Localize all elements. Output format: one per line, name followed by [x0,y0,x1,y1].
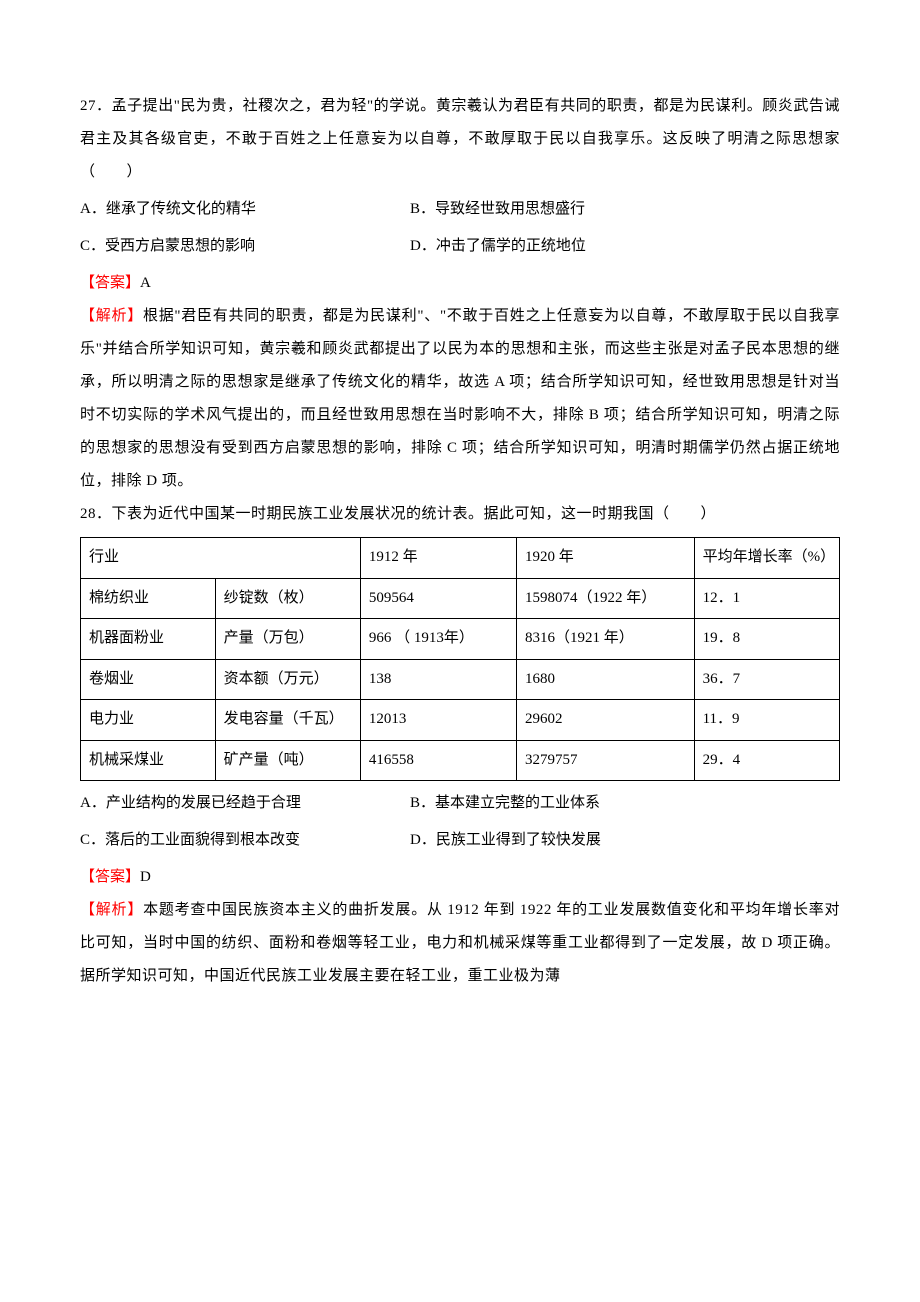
q28-number: 28． [80,506,112,522]
q27-answer-label: 【答案】 [80,275,140,291]
q28-analysis-label: 【解析】 [80,902,143,918]
q28-answer: D [140,869,151,885]
cell-1912: 12013 [360,700,516,741]
cell-growth: 36．7 [694,659,839,700]
cell-1920: 29602 [516,700,694,741]
q27-analysis: 根据"君臣有共同的职责，都是为民谋利"、"不敢于百姓之上任意妄为以自尊，不敢厚取… [80,308,840,489]
q27-options-row1: A．继承了传统文化的精华 B．导致经世致用思想盛行 [80,193,840,226]
q27-option-a: A．继承了传统文化的精华 [80,193,410,226]
q27-answer-line: 【答案】A [80,267,840,300]
th-1912: 1912 年 [360,538,516,579]
q28-option-c: C．落后的工业面貌得到根本改变 [80,824,410,857]
th-industry: 行业 [81,538,361,579]
cell-1920: 3279757 [516,740,694,781]
q27-analysis-label: 【解析】 [80,308,143,324]
th-growth: 平均年增长率（%） [694,538,839,579]
q28-options-row1: A．产业结构的发展已经趋于合理 B．基本建立完整的工业体系 [80,787,840,820]
table-header-row: 行业 1912 年 1920 年 平均年增长率（%） [81,538,840,579]
cell-1920: 1680 [516,659,694,700]
cell-1912: 138 [360,659,516,700]
table-row: 卷烟业 资本额（万元） 138 1680 36．7 [81,659,840,700]
cell-industry: 棉纺织业 [81,578,216,619]
table-row: 棉纺织业 纱锭数（枚） 509564 1598074（1922 年） 12．1 [81,578,840,619]
cell-industry: 电力业 [81,700,216,741]
th-1920: 1920 年 [516,538,694,579]
q28-analysis-block: 【解析】本题考查中国民族资本主义的曲折发展。从 1912 年到 1922 年的工… [80,894,840,993]
cell-metric: 发电容量（千瓦） [215,700,360,741]
q27-text: 27．孟子提出"民为贵，社稷次之，君为轻"的学说。黄宗羲认为君臣有共同的职责，都… [80,90,840,189]
q28-option-d: D．民族工业得到了较快发展 [410,824,601,857]
cell-metric: 矿产量（吨） [215,740,360,781]
q27-option-d: D．冲击了儒学的正统地位 [410,230,586,263]
q27-number: 27． [80,98,112,114]
q28-options-row2: C．落后的工业面貌得到根本改变 D．民族工业得到了较快发展 [80,824,840,857]
q27-option-c: C．受西方启蒙思想的影响 [80,230,410,263]
cell-1920: 1598074（1922 年） [516,578,694,619]
cell-1912: 966 （ 1913年） [360,619,516,660]
cell-growth: 11．9 [694,700,839,741]
table-row: 机器面粉业 产量（万包） 966 （ 1913年） 8316（1921 年） 1… [81,619,840,660]
cell-growth: 19．8 [694,619,839,660]
cell-1912: 509564 [360,578,516,619]
q28-answer-label: 【答案】 [80,869,140,885]
q27-option-b: B．导致经世致用思想盛行 [410,193,585,226]
q28-option-b: B．基本建立完整的工业体系 [410,787,600,820]
cell-industry: 机器面粉业 [81,619,216,660]
q27-options-row2: C．受西方启蒙思想的影响 D．冲击了儒学的正统地位 [80,230,840,263]
cell-industry: 卷烟业 [81,659,216,700]
table-row: 电力业 发电容量（千瓦） 12013 29602 11．9 [81,700,840,741]
cell-industry: 机械采煤业 [81,740,216,781]
q28-answer-line: 【答案】D [80,861,840,894]
q28-analysis: 本题考查中国民族资本主义的曲折发展。从 1912 年到 1922 年的工业发展数… [80,902,840,984]
cell-growth: 29．4 [694,740,839,781]
q28-intro-text: 下表为近代中国某一时期民族工业发展状况的统计表。据此可知，这一时期我国（ ） [112,506,717,522]
cell-metric: 纱锭数（枚） [215,578,360,619]
cell-metric: 资本额（万元） [215,659,360,700]
cell-1920: 8316（1921 年） [516,619,694,660]
q28-option-a: A．产业结构的发展已经趋于合理 [80,787,410,820]
cell-metric: 产量（万包） [215,619,360,660]
q27-answer: A [140,275,151,291]
table-row: 机械采煤业 矿产量（吨） 416558 3279757 29．4 [81,740,840,781]
cell-growth: 12．1 [694,578,839,619]
q27-body: 孟子提出"民为贵，社稷次之，君为轻"的学说。黄宗羲认为君臣有共同的职责，都是为民… [80,98,840,180]
q28-table: 行业 1912 年 1920 年 平均年增长率（%） 棉纺织业 纱锭数（枚） 5… [80,537,840,781]
q27-analysis-block: 【解析】根据"君臣有共同的职责，都是为民谋利"、"不敢于百姓之上任意妄为以自尊，… [80,300,840,498]
cell-1912: 416558 [360,740,516,781]
q28-intro: 28．下表为近代中国某一时期民族工业发展状况的统计表。据此可知，这一时期我国（ … [80,498,840,531]
